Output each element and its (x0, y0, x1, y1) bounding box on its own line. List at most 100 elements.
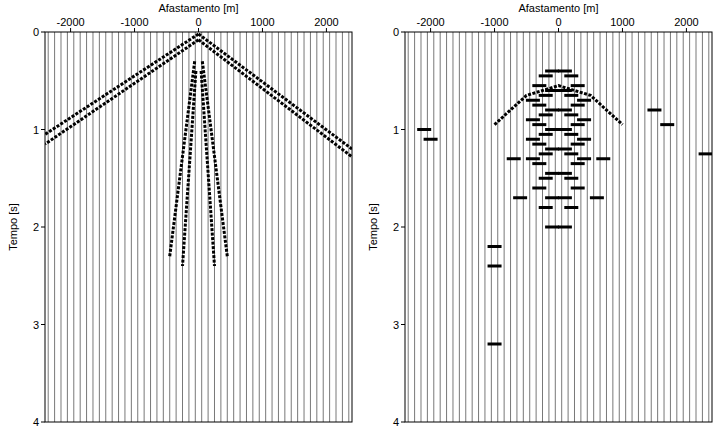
plot-area (408, 32, 712, 422)
y-tick-label: 2 (33, 221, 39, 233)
wiggle-energy (532, 162, 546, 165)
trace (587, 32, 588, 422)
wiggle-energy (539, 113, 553, 116)
wiggle-energy (526, 118, 540, 121)
wiggle-energy (507, 157, 521, 160)
trace (472, 32, 473, 422)
event-line (495, 86, 623, 125)
trace (708, 32, 709, 422)
wiggle-energy (577, 157, 591, 160)
wiggle-energy (571, 162, 585, 165)
trace (297, 32, 298, 422)
x-tick-label: 2000 (674, 16, 698, 28)
x-tick (558, 28, 559, 32)
y-tick (41, 129, 45, 130)
x-tick (326, 28, 327, 32)
trace (73, 32, 74, 422)
trace (536, 32, 537, 422)
trace (523, 32, 524, 422)
x-tick (198, 28, 199, 32)
trace (670, 32, 671, 422)
trace (105, 32, 106, 422)
trace (284, 32, 285, 422)
trace (304, 32, 305, 422)
trace (427, 32, 428, 422)
wiggle-energy (571, 123, 585, 126)
trace (580, 32, 581, 422)
wiggle-energy (539, 206, 553, 209)
trace (484, 32, 485, 422)
trace (497, 32, 498, 422)
y-axis-title: Tempo [s] (7, 203, 19, 251)
trace (182, 32, 183, 422)
trace (240, 32, 241, 422)
wiggle-energy (532, 187, 546, 190)
trace (310, 32, 311, 422)
panel: -2000-100001000200001234Afastamento [m]T… (367, 2, 713, 428)
figure: -2000-100001000200001234Afastamento [m]T… (0, 0, 719, 441)
frame (405, 32, 712, 422)
wiggle-energy (545, 196, 559, 199)
y-tick-label: 4 (33, 416, 39, 428)
plot-area (45, 32, 352, 422)
trace (625, 32, 626, 422)
trace (529, 32, 530, 422)
trace (131, 32, 132, 422)
wiggle-energy (545, 109, 559, 112)
trace (252, 32, 253, 422)
wiggle-energy (558, 128, 572, 131)
trace (208, 32, 209, 422)
x-tick (494, 28, 495, 32)
wiggle-energy (558, 70, 572, 73)
y-axis-title: Tempo [s] (367, 203, 379, 251)
event-line (199, 34, 353, 149)
wiggle-energy (539, 152, 553, 155)
y-tick (401, 227, 405, 228)
trace (163, 32, 164, 422)
event-line (199, 40, 353, 157)
event-line (45, 34, 199, 134)
x-tick (134, 28, 135, 32)
y-tick-label: 1 (33, 124, 39, 136)
trace (246, 32, 247, 422)
trace (156, 32, 157, 422)
wiggle-energy (417, 128, 431, 131)
y-tick (401, 324, 405, 325)
wiggle-energy (596, 157, 610, 160)
wiggle-energy (564, 152, 578, 155)
trace (169, 32, 170, 422)
wiggle-energy (526, 138, 540, 141)
trace (118, 32, 119, 422)
trace (323, 32, 324, 422)
trace (689, 32, 690, 422)
wiggle-energy (558, 172, 572, 175)
trace (342, 32, 343, 422)
wiggle-energy (532, 104, 546, 107)
trace (54, 32, 55, 422)
x-tick-label: -2000 (57, 16, 85, 28)
trace (478, 32, 479, 422)
wiggle-energy (558, 148, 572, 151)
wiggle-energy (571, 187, 585, 190)
trace (459, 32, 460, 422)
trace (440, 32, 441, 422)
wiggle-energy (539, 74, 553, 77)
y-tick-label: 3 (393, 319, 399, 331)
wiggle-energy (577, 118, 591, 121)
wiggle-energy (590, 196, 604, 199)
trace (67, 32, 68, 422)
y-tick (41, 227, 45, 228)
y-tick-label: 3 (33, 319, 39, 331)
trace (606, 32, 607, 422)
y-tick-label: 1 (393, 124, 399, 136)
trace (214, 32, 215, 422)
wiggle-energy (526, 99, 540, 102)
wiggle-energy (513, 196, 527, 199)
trace (414, 32, 415, 422)
trace (619, 32, 620, 422)
trace (220, 32, 221, 422)
y-tick-label: 0 (33, 26, 39, 38)
trace (329, 32, 330, 422)
trace (86, 32, 87, 422)
x-tick (622, 28, 623, 32)
